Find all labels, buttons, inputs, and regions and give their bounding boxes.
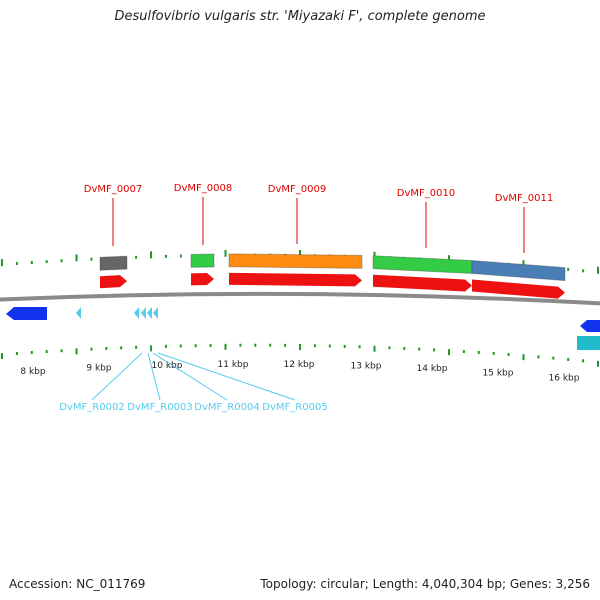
- gene-label[interactable]: DvMF_0008: [174, 183, 232, 194]
- rna-marker: [134, 307, 139, 319]
- genome-summary-text: Topology: circular; Length: 4,040,304 bp…: [260, 577, 590, 591]
- rna-label-leader: [147, 352, 161, 401]
- scale-label: 9 kbp: [86, 363, 112, 373]
- feature-bar: [372, 255, 473, 275]
- reverse-feature-bar: [577, 336, 600, 350]
- genome-backbone: [0, 291, 600, 306]
- feature-bar: [471, 259, 566, 282]
- rna-marker: [76, 307, 81, 319]
- rna-label[interactable]: DvMF_R0003: [127, 402, 192, 413]
- gene-labels[interactable]: DvMF_0007 DvMF_0008 DvMF_0009 DvMF_0010 DvMF…: [84, 183, 553, 253]
- rna-label[interactable]: DvMF_R0005: [262, 402, 327, 413]
- cds-track: [100, 272, 565, 299]
- rna-marker: [147, 307, 152, 319]
- rna-marker: [141, 307, 146, 319]
- scale-label: 13 kbp: [351, 361, 382, 371]
- rna-label[interactable]: DvMF_R0004: [194, 402, 259, 413]
- scale-label: 12 kbp: [284, 360, 315, 370]
- rna-label-leader: [152, 352, 228, 401]
- cds-arrow: [472, 279, 565, 299]
- scale-label: 8 kbp: [20, 367, 46, 377]
- gene-label[interactable]: DvMF_0011: [495, 193, 553, 204]
- accession-text: Accession: NC_011769: [9, 577, 146, 591]
- rna-labels[interactable]: DvMF_R0002 DvMF_R0003 DvMF_R0004 DvMF_R0005: [59, 352, 328, 413]
- gene-label[interactable]: DvMF_0010: [397, 188, 455, 199]
- feature-bar: [190, 253, 215, 268]
- cds-arrow: [229, 272, 362, 287]
- scale-label: 14 kbp: [417, 364, 448, 374]
- scale-label: 11 kbp: [218, 360, 249, 370]
- scale-labels: 8 kbp 9 kbp 10 kbp 11 kbp 12 kbp 13 kbp 14 kbp…: [20, 360, 579, 384]
- reverse-gene-arrow: [6, 307, 47, 320]
- rna-label-leader: [157, 352, 296, 401]
- rna-label[interactable]: DvMF_R0002: [59, 402, 124, 413]
- feature-track: [99, 253, 566, 282]
- feature-bar: [228, 253, 363, 269]
- scale-label: 16 kbp: [549, 374, 580, 384]
- rna-label-leader: [91, 352, 143, 401]
- bottom-tick-track: [1, 343, 599, 367]
- rna-marker: [153, 307, 158, 319]
- scale-label: 15 kbp: [483, 368, 514, 378]
- gene-label[interactable]: DvMF_0007: [84, 184, 142, 195]
- reverse-strand-track: [6, 307, 600, 350]
- cds-arrow: [191, 272, 214, 286]
- reverse-gene-arrow: [580, 320, 600, 332]
- feature-bar: [99, 255, 128, 271]
- scale-label: 10 kbp: [152, 361, 183, 371]
- cds-arrow: [373, 274, 472, 292]
- gene-label[interactable]: DvMF_0009: [268, 184, 326, 195]
- cds-arrow: [100, 275, 127, 289]
- map-title: Desulfovibrio vulgaris str. 'Miyazaki F'…: [114, 9, 486, 24]
